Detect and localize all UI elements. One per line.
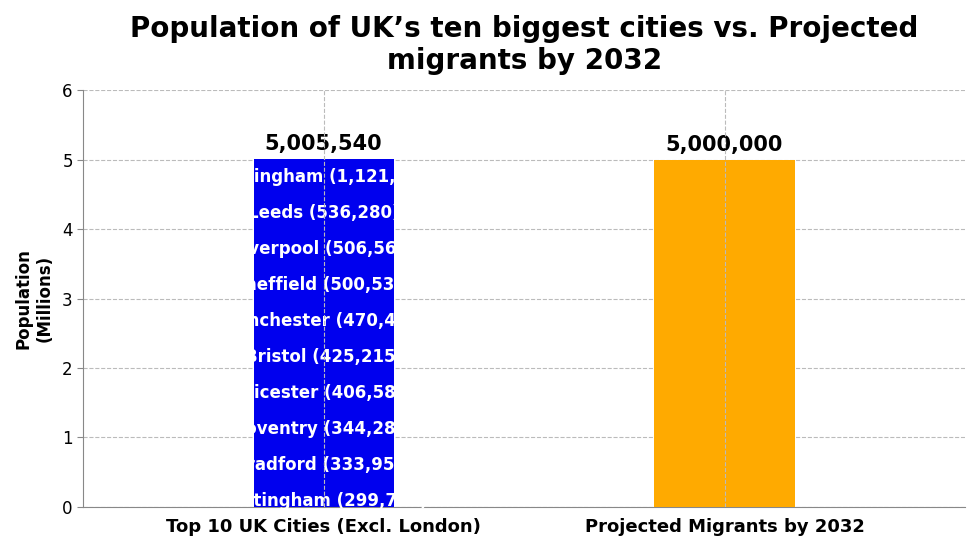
- Text: Birmingham (1,121,375): Birmingham (1,121,375): [210, 168, 437, 186]
- Bar: [655, 160, 795, 507]
- Y-axis label: Population
(Millions): Population (Millions): [15, 248, 54, 349]
- Text: Nottingham (299,790): Nottingham (299,790): [220, 493, 427, 510]
- Text: Liverpool (506,565): Liverpool (506,565): [232, 240, 416, 258]
- Text: Leicester (406,580): Leicester (406,580): [232, 384, 415, 402]
- Text: Sheffield (500,535): Sheffield (500,535): [233, 276, 414, 294]
- Bar: [254, 159, 394, 507]
- Text: Leeds (536,280): Leeds (536,280): [248, 204, 400, 222]
- Text: Bradford (333,950): Bradford (333,950): [234, 456, 414, 474]
- Text: 5,000,000: 5,000,000: [665, 135, 783, 155]
- Text: Manchester (470,405): Manchester (470,405): [220, 312, 427, 330]
- Text: 5,005,540: 5,005,540: [265, 134, 382, 154]
- Text: Coventry (344,285): Coventry (344,285): [233, 420, 415, 438]
- Text: Bristol (425,215): Bristol (425,215): [245, 348, 403, 366]
- Title: Population of UK’s ten biggest cities vs. Projected
migrants by 2032: Population of UK’s ten biggest cities vs…: [130, 15, 918, 75]
